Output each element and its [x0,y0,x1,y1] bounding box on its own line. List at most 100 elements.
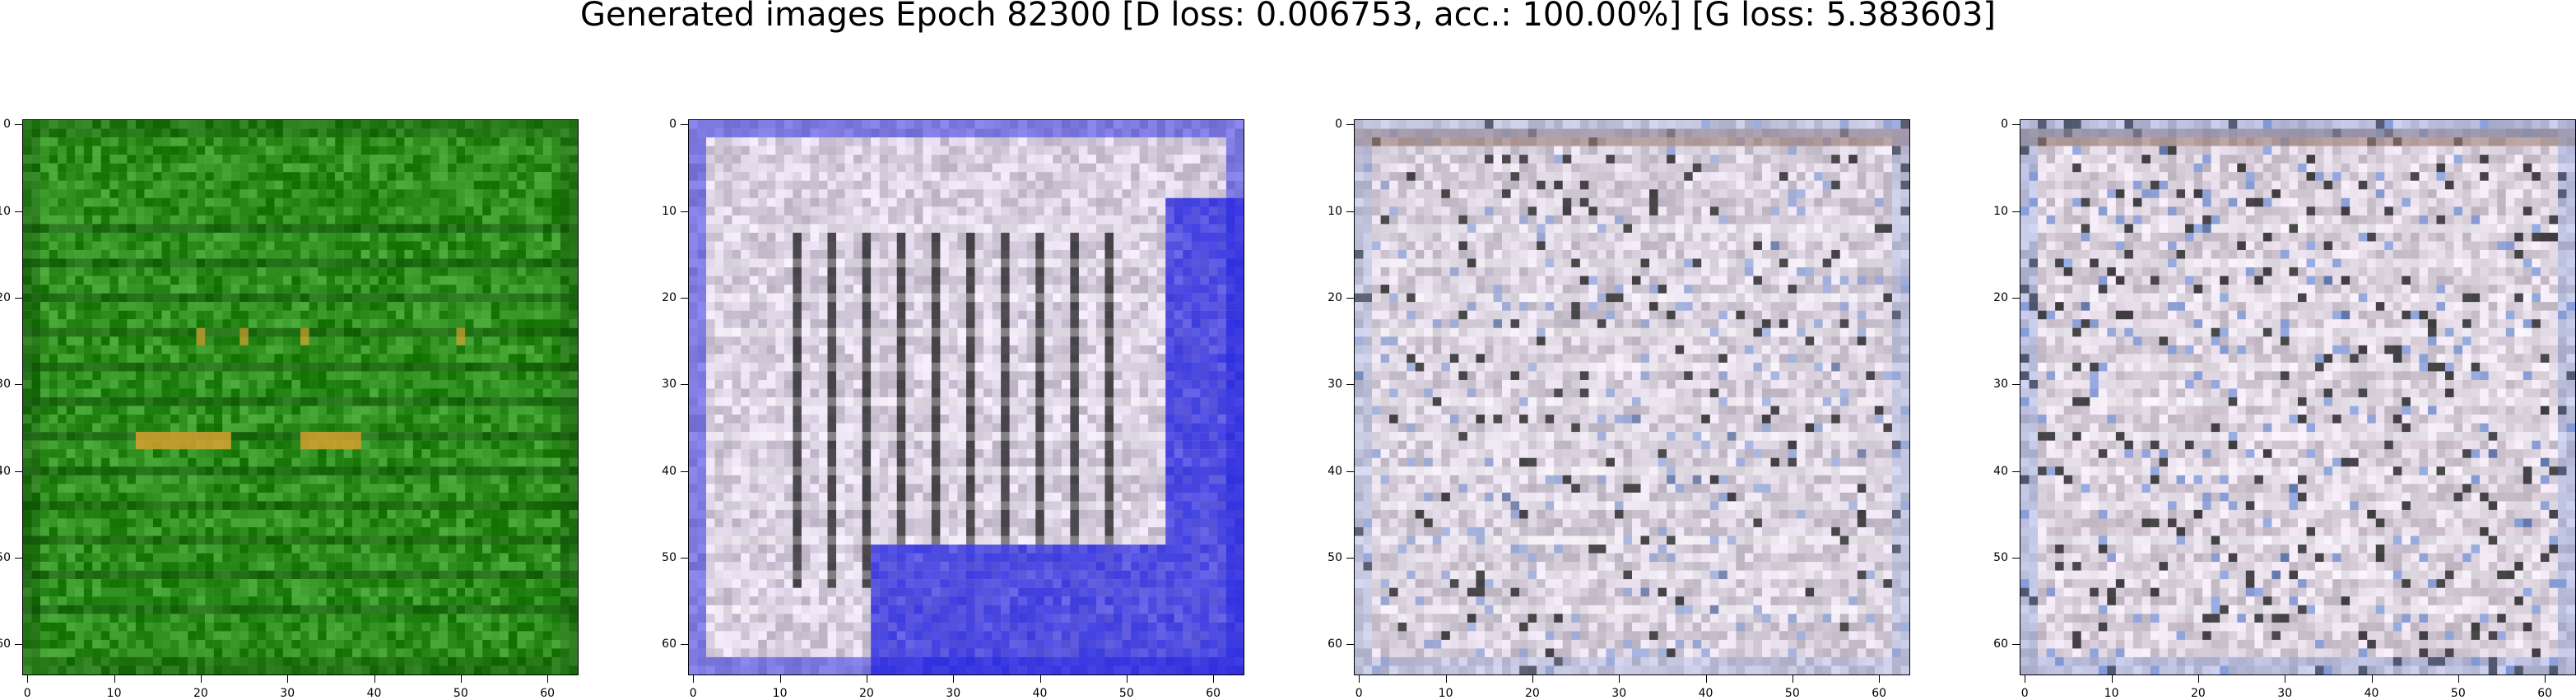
y-tick-mark [2012,644,2020,645]
y-tick-mark [2012,298,2020,299]
x-tick-label: 0 [2008,687,2041,700]
x-tick-label: 50 [1110,687,1143,700]
x-tick-label: 0 [11,687,44,700]
y-tick-mark [1346,558,1354,559]
figure-title: Generated images Epoch 82300 [D loss: 0.… [0,0,2576,49]
x-tick-mark [374,675,375,683]
y-tick-label: 10 [645,205,677,218]
x-tick-label: 30 [271,687,304,700]
y-tick-mark [15,471,22,472]
x-tick-label: 60 [1862,687,1895,700]
y-tick-label: 20 [645,291,677,304]
y-tick-label: 30 [0,378,11,391]
x-tick-mark [780,675,781,683]
y-tick-mark [15,558,22,559]
x-tick-label: 10 [764,687,797,700]
x-tick-label: 20 [1516,687,1549,700]
image-frame-1 [22,119,579,675]
x-tick-mark [1532,675,1533,683]
y-tick-label: 50 [1311,551,1342,564]
x-tick-label: 50 [1776,687,1809,700]
y-tick-mark [681,644,688,645]
x-tick-label: 10 [98,687,131,700]
y-tick-mark [681,384,688,385]
y-tick-label: 50 [0,551,11,564]
y-tick-label: 0 [1311,118,1342,131]
y-tick-label: 40 [1977,465,2008,478]
y-tick-label: 30 [1311,378,1342,391]
y-tick-label: 50 [645,551,677,564]
y-tick-mark [2012,558,2020,559]
x-tick-mark [2198,675,2199,683]
x-tick-mark [953,675,954,683]
y-tick-label: 0 [1977,118,2008,131]
x-tick-label: 20 [2182,687,2215,700]
x-tick-label: 20 [850,687,883,700]
x-tick-label: 10 [1430,687,1462,700]
y-tick-label: 60 [1311,637,1342,651]
y-tick-label: 40 [645,465,677,478]
y-tick-label: 40 [0,465,11,478]
x-tick-mark [114,675,115,683]
x-tick-label: 0 [677,687,709,700]
generated-image-2 [689,120,1244,675]
x-tick-mark [547,675,548,683]
y-tick-mark [1346,471,1354,472]
x-tick-mark [1879,675,1880,683]
x-tick-mark [1040,675,1041,683]
x-tick-mark [1619,675,1620,683]
y-tick-mark [681,124,688,125]
y-tick-mark [681,211,688,212]
x-tick-label: 60 [1197,687,1230,700]
y-tick-label: 60 [645,637,677,651]
x-tick-label: 40 [358,687,391,700]
generated-image-4 [2020,120,2575,675]
image-frame-3 [1354,119,1910,675]
y-tick-label: 10 [0,205,11,218]
x-tick-label: 30 [937,687,969,700]
y-tick-label: 10 [1311,205,1342,218]
x-tick-mark [2372,675,2373,683]
y-tick-mark [15,384,22,385]
x-tick-label: 0 [1342,687,1375,700]
y-tick-mark [15,211,22,212]
y-tick-mark [15,298,22,299]
image-frame-4 [2020,119,2576,675]
y-tick-label: 30 [645,378,677,391]
x-tick-mark [287,675,288,683]
image-frame-2 [688,119,1244,675]
y-tick-mark [681,471,688,472]
y-tick-mark [2012,211,2020,212]
x-tick-label: 60 [2528,687,2561,700]
x-tick-mark [693,675,694,683]
y-tick-mark [1346,644,1354,645]
y-tick-mark [1346,384,1354,385]
x-tick-label: 10 [2095,687,2128,700]
y-tick-label: 60 [1977,637,2008,651]
x-tick-label: 30 [2268,687,2301,700]
x-tick-label: 40 [1690,687,1723,700]
y-tick-mark [15,124,22,125]
y-tick-mark [15,644,22,645]
x-tick-mark [1127,675,1128,683]
x-tick-label: 50 [444,687,477,700]
x-tick-mark [27,675,28,683]
y-tick-mark [2012,124,2020,125]
x-tick-mark [1213,675,1214,683]
y-tick-mark [1346,298,1354,299]
y-tick-mark [2012,471,2020,472]
y-tick-label: 30 [1977,378,2008,391]
generated-image-1 [23,120,578,675]
x-tick-label: 30 [1602,687,1635,700]
x-tick-mark [2458,675,2459,683]
x-tick-mark [461,675,462,683]
y-tick-label: 20 [1977,291,2008,304]
y-tick-label: 50 [1977,551,2008,564]
x-tick-mark [201,675,202,683]
x-tick-label: 40 [1024,687,1057,700]
y-tick-label: 60 [0,637,11,651]
x-tick-mark [1446,675,1447,683]
